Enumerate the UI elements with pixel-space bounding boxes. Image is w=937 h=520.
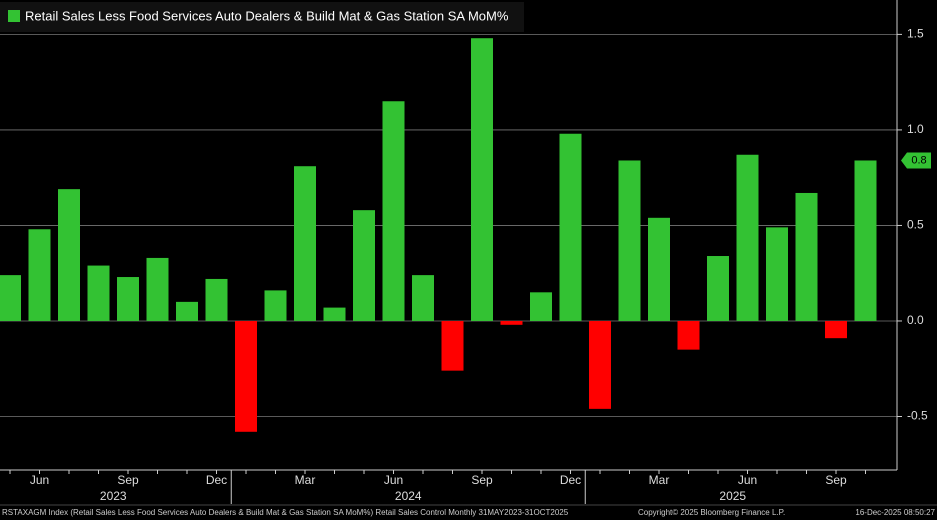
x-tick-label: Jun [738, 473, 757, 487]
bar [795, 192, 818, 321]
legend-swatch [8, 10, 20, 22]
bar [235, 320, 257, 432]
bar [382, 101, 405, 321]
bar [471, 38, 493, 321]
y-tick-label: 1.5 [907, 27, 924, 41]
bar [500, 320, 523, 325]
x-tick-label: Mar [295, 473, 316, 487]
bar [648, 217, 670, 321]
legend-label: Retail Sales Less Food Services Auto Dea… [25, 8, 509, 23]
bar [28, 229, 51, 321]
bar [117, 277, 139, 321]
bar [736, 154, 759, 321]
bar [205, 278, 228, 321]
bar [294, 166, 316, 321]
bar [589, 320, 611, 409]
bar [0, 275, 21, 321]
x-tick-label: Sep [117, 473, 139, 487]
bar [87, 265, 110, 321]
x-tick-label: Jun [30, 473, 49, 487]
year-label: 2023 [100, 489, 127, 503]
y-tick-label: 0.5 [907, 218, 924, 232]
bar [176, 301, 198, 321]
bar [559, 133, 582, 321]
bar [323, 307, 346, 321]
footer-timestamp: 16-Dec-2025 08:50:27 [855, 508, 935, 517]
bar [530, 292, 552, 321]
bar [146, 257, 169, 321]
x-tick-label: Sep [825, 473, 847, 487]
year-label: 2024 [395, 489, 422, 503]
bar [707, 256, 729, 321]
bar [618, 160, 641, 321]
year-label: 2025 [719, 489, 746, 503]
y-tick-label: 1.0 [907, 122, 924, 136]
last-value-tag [901, 152, 931, 169]
x-tick-label: Jun [384, 473, 403, 487]
bar [825, 320, 847, 339]
bar [766, 227, 788, 321]
x-tick-label: Dec [560, 473, 581, 487]
y-tick-label: 0.0 [907, 313, 924, 327]
bar [264, 290, 287, 321]
footer-copyright: Copyright© 2025 Bloomberg Finance L.P. [638, 508, 785, 517]
bar [441, 320, 464, 371]
x-tick-label: Dec [206, 473, 227, 487]
bar [353, 210, 375, 321]
footer-source: RSTAXAGM Index (Retail Sales Less Food S… [2, 508, 569, 517]
x-tick-label: Sep [471, 473, 493, 487]
bar [854, 160, 877, 321]
x-tick-label: Mar [649, 473, 670, 487]
bar [412, 275, 434, 321]
bar [677, 320, 700, 350]
legend-box [0, 2, 524, 32]
bar [58, 189, 80, 321]
last-value-label: 0.8 [911, 154, 926, 166]
y-tick-label: -0.5 [907, 409, 928, 423]
